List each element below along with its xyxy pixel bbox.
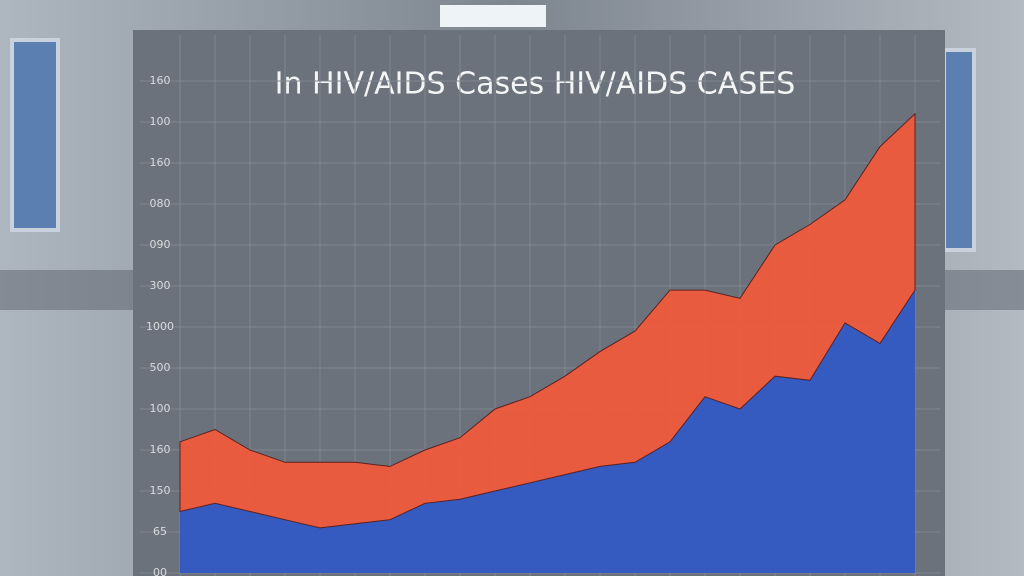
y-tick-label: 080 [150,197,171,210]
y-tick-label: 00 [153,566,167,576]
y-tick-label: 65 [153,525,167,538]
y-tick-label: 160 [150,443,171,456]
area [180,290,915,573]
y-tick-label: 100 [150,402,171,415]
y-tick-label: 160 [150,74,171,87]
y-tick-label: 1000 [146,320,174,333]
area [179,112,916,529]
y-tick-label: 160 [150,156,171,169]
ceiling-light [440,5,546,27]
plot-area [179,112,916,573]
y-tick-label: 100 [150,115,171,128]
y-tick-label: 300 [150,279,171,292]
y-axis: 00 65 150 160 100 500 1000 300 090 080 160 100 160 [146,74,174,576]
y-tick-label: 500 [150,361,171,374]
y-tick-label: 090 [150,238,171,251]
wall-poster [942,48,976,252]
wall-poster [10,38,60,232]
y-tick-label: 150 [150,484,171,497]
chart-title: In HIV/AIDS Cases HIV/AIDS CASES [275,67,796,102]
